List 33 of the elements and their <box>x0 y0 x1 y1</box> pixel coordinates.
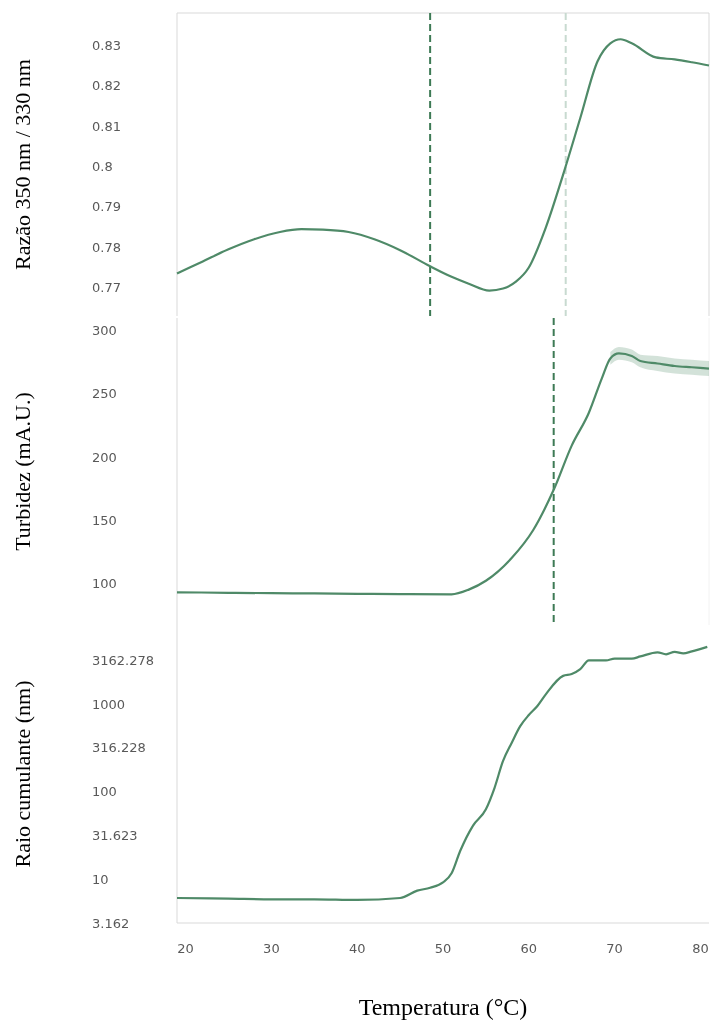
y-tick-label: 3162.278 <box>92 652 155 668</box>
x-axis-title: Temperatura (°C) <box>358 994 528 1020</box>
y-tick-label: 150 <box>92 512 117 528</box>
x-tick-label: 80 <box>692 941 709 956</box>
y-tick-label: 3.162 <box>92 915 130 931</box>
y-tick-label: 0.79 <box>92 199 121 215</box>
y-tick-label: 1000 <box>92 696 126 712</box>
y-tick-label: 0.77 <box>92 280 121 296</box>
y-tick-label: 31.623 <box>92 827 138 843</box>
y-tick-label: 100 <box>92 575 117 591</box>
line-series <box>175 38 711 292</box>
y-tick-label: 200 <box>92 449 117 465</box>
y-tick-label: 0.83 <box>92 37 121 53</box>
x-tick-label: 70 <box>606 941 623 956</box>
line-series <box>175 645 709 902</box>
x-tick-label: 30 <box>263 941 280 956</box>
y-tick-label: 0.82 <box>92 78 121 94</box>
y-tick-label: 0.81 <box>92 118 121 134</box>
y-axis-title: Turbidez (mA.U.) <box>10 392 35 551</box>
x-tick-label: 50 <box>434 941 452 956</box>
y-axis-title: Razão 350 nm / 330 nm <box>10 59 35 270</box>
y-tick-label: 10 <box>92 871 109 887</box>
y-tick-label: 250 <box>92 386 117 402</box>
y-tick-label: 0.8 <box>92 159 113 175</box>
y-tick-label: 100 <box>92 784 117 800</box>
x-tick-label: 40 <box>348 941 366 956</box>
x-tick-label: 60 <box>520 941 538 956</box>
y-axis-title: Raio cumulante (nm) <box>10 680 35 868</box>
y-tick-label: 316.228 <box>92 740 146 756</box>
x-tick-label: 20 <box>177 941 194 956</box>
line-series <box>175 352 711 596</box>
y-tick-label: 0.78 <box>92 239 121 255</box>
y-tick-label: 300 <box>92 323 117 339</box>
